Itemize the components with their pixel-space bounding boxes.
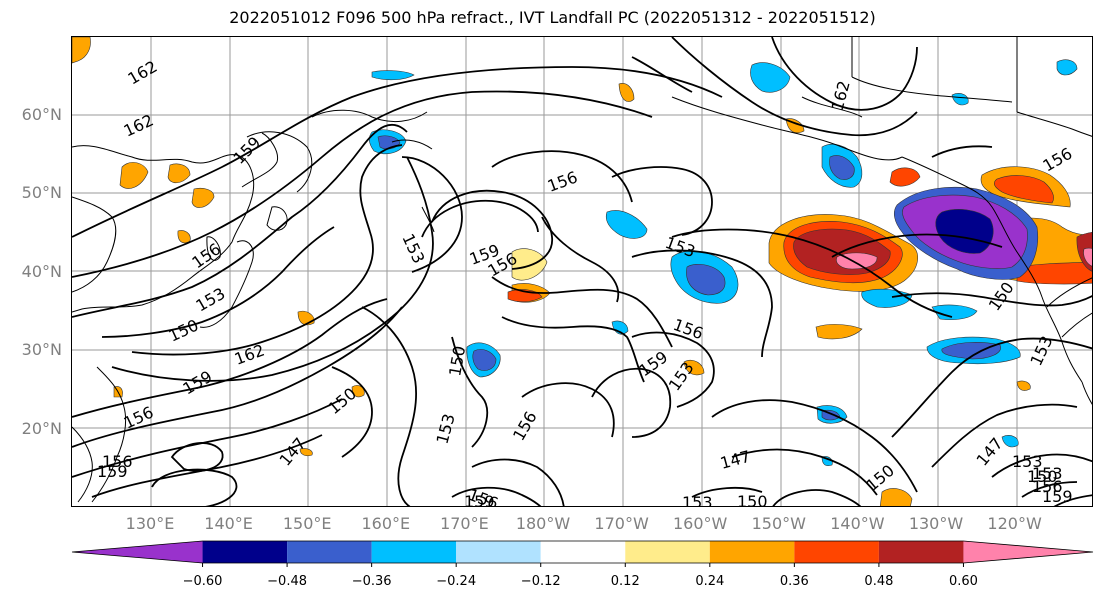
contour-label: 162 [125,57,161,89]
contour-label: 153 [398,231,428,267]
lat-label: 40°N [21,261,62,281]
lon-label: 170°E [440,514,489,533]
coastlines [72,37,1092,503]
colorbar-segment [709,541,795,563]
colorbar-tick-label: 0.24 [695,574,725,589]
contours [72,37,1092,506]
lon-label: 180°W [515,514,571,533]
colorbar-segment [202,541,288,563]
lat-label: 30°N [21,340,62,359]
lat-label: 20°N [21,418,62,438]
contour-label: 153 [193,284,229,316]
contour-label: 162 [232,340,267,368]
colorbar-tick-label: −0.48 [267,574,307,589]
lon-label: 160°W [673,514,728,533]
contour-label: 150 [985,278,1018,314]
contour-label: 159 [180,367,216,399]
contour-label: 162 [828,79,854,113]
contour-label: 159 [1042,487,1073,506]
lon-label: 130°W [908,514,964,533]
contour-label: 147 [973,434,1007,470]
contour-label: 156 [188,239,224,272]
lon-label: 120°W [987,514,1042,533]
lon-label: 140°E [204,514,253,533]
colorbar-tick-label: −0.24 [436,574,477,589]
colorbar-segment [794,541,879,563]
contour-label: 156 [1032,477,1063,496]
contour-label: 153 [433,412,459,446]
contour-label: 147 [276,434,310,470]
contour-label: 153 [1012,452,1043,471]
colorbar-tick-label: 0.36 [779,574,809,589]
colorbar-segment [540,541,626,563]
colorbar-segment [878,541,964,563]
contour-label: 153 [1032,464,1063,483]
colorbar-segment [287,541,372,563]
contour-label: 159 [464,492,495,507]
colorbar-tick-label: 0.60 [948,574,978,589]
map-title: 2022051012 F096 500 hPa refract., IVT La… [229,8,876,27]
lon-label: 170°W [594,514,649,533]
lon-label: 130°E [125,514,175,533]
lat-label: 60°N [21,104,62,124]
colorbar-segment [963,541,1093,563]
colorbar-segment [625,541,710,563]
contour-label: 150 [166,315,202,345]
lon-label: 150°W [751,514,806,533]
colorbar-tick-label: 0.12 [610,574,640,589]
colorbar-segment [371,541,457,563]
contour-label: 156 [1040,144,1076,176]
lon-label: 160°E [361,514,411,533]
colorbar-segment [72,541,203,563]
colorbar-tick-label: −0.12 [520,574,561,589]
lon-label: 150°E [282,514,332,533]
colorbar [71,540,1094,567]
lon-label: 140°W [830,514,885,533]
contour-label: 156 [545,167,580,195]
shading-positive [72,37,1092,506]
colorbar-tick-label: −0.36 [351,574,392,589]
contour-label: 153 [663,233,698,261]
lat-label: 50°N [21,183,62,202]
contour-label: 150 [737,492,768,507]
colorbar-tick-label: 0.48 [864,574,894,589]
contour-label: 159 [229,133,264,168]
contour-label: 156 [671,315,706,343]
contour-label: 159 [97,462,128,481]
contour-label: 156 [509,408,541,444]
colorbar-segment [456,541,541,563]
map-panel: 162 162 159 156 153 150 162 159 156 156 … [71,36,1093,507]
contour-label: 147 [718,447,752,473]
graticule [72,37,1092,506]
contour-label: 153 [682,493,713,507]
contour-label: 150 [1027,467,1058,486]
colorbar-tick-label: −0.60 [182,574,223,589]
map-canvas: 162 162 159 156 153 150 162 159 156 156 … [72,37,1092,507]
contour-label: 156 [102,452,133,471]
